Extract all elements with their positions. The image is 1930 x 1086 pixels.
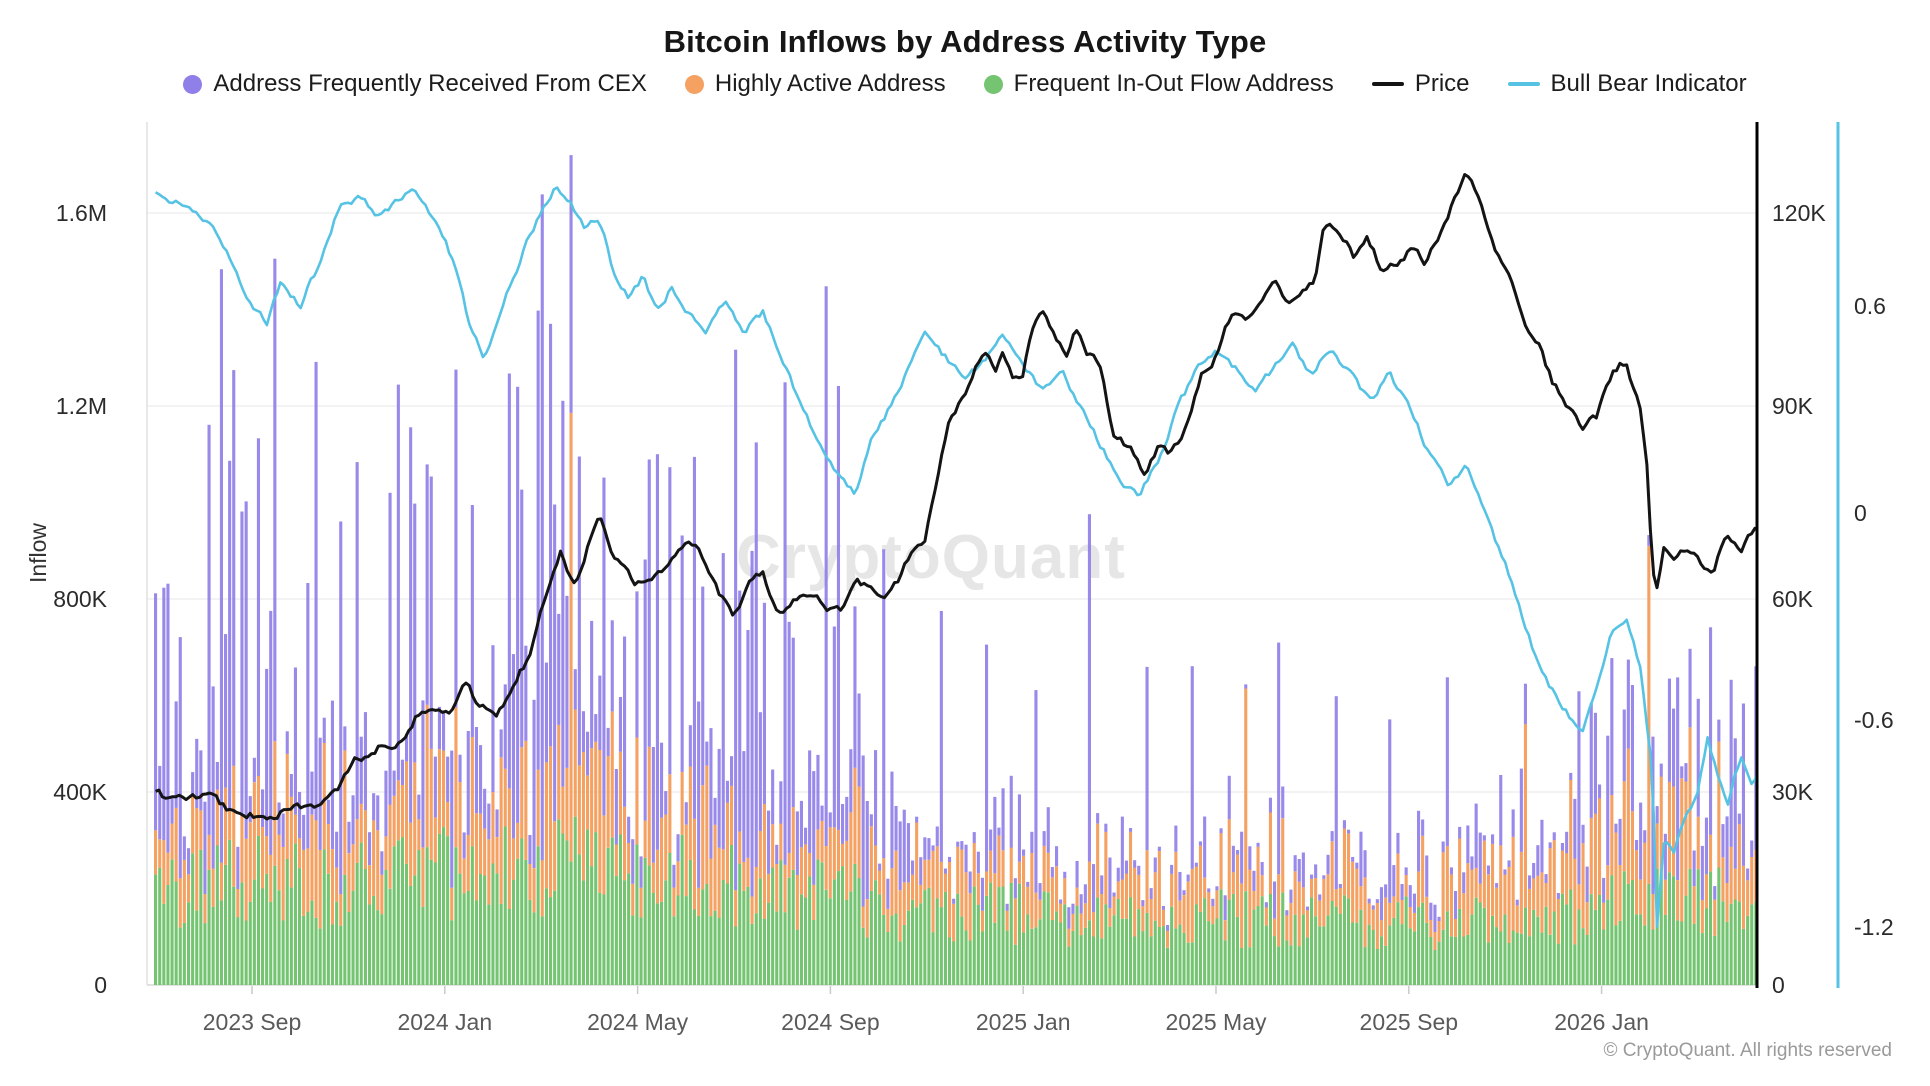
svg-text:0: 0: [1854, 500, 1867, 526]
svg-text:0.6: 0.6: [1854, 293, 1886, 319]
legend-dot-icon: [684, 74, 704, 94]
svg-text:2024 May: 2024 May: [587, 1009, 689, 1035]
svg-text:120K: 120K: [1772, 200, 1826, 226]
legend-item-frequent-in-out-flow-address[interactable]: Frequent In-Out Flow Address: [983, 70, 1334, 98]
axis-labels: 1.6M 1.2M 800K 400K 0 120K 90K 60K 30K 0 0.6 0 -0.6 -…: [25, 200, 1894, 1035]
legend-label: Highly Active Address: [714, 70, 946, 97]
svg-text:0: 0: [94, 972, 107, 998]
legend-label: Address Frequently Received From CEX: [213, 70, 647, 97]
legend-dot-icon: [183, 74, 203, 94]
svg-text:2023 Sep: 2023 Sep: [203, 1009, 301, 1035]
svg-text:2025 Jan: 2025 Jan: [976, 1009, 1071, 1035]
svg-text:30K: 30K: [1772, 779, 1814, 805]
svg-text:1.6M: 1.6M: [56, 200, 107, 226]
price-line: [155, 173, 1757, 821]
legend-item-highly-active-address[interactable]: Highly Active Address: [684, 70, 946, 98]
chart-legend: Address Frequently Received From CEX High…: [0, 70, 1930, 98]
chart-title: Bitcoin Inflows by Address Activity Type: [663, 24, 1267, 59]
svg-text:-1.2: -1.2: [1854, 914, 1894, 940]
watermark: CryptoQuant: [736, 523, 1126, 592]
svg-text:1.2M: 1.2M: [56, 393, 107, 419]
bull-bear-line: [154, 186, 1757, 928]
legend-label: Price: [1414, 70, 1470, 97]
legend-line-icon: [1371, 82, 1404, 86]
legend-label: Bull Bear Indicator: [1550, 70, 1747, 97]
svg-text:2025 May: 2025 May: [1165, 1009, 1267, 1035]
svg-text:90K: 90K: [1772, 393, 1814, 419]
svg-text:-0.6: -0.6: [1854, 707, 1894, 733]
svg-text:0: 0: [1772, 972, 1785, 998]
legend-item-price[interactable]: Price: [1371, 70, 1470, 98]
svg-text:2024 Sep: 2024 Sep: [781, 1009, 879, 1035]
lines-group: [154, 173, 1757, 928]
legend-item-address-frequently-received-from-cex[interactable]: Address Frequently Received From CEX: [183, 70, 647, 98]
bars-group: [154, 155, 1757, 985]
svg-text:800K: 800K: [53, 586, 107, 612]
legend-label: Frequent In-Out Flow Address: [1013, 70, 1334, 97]
svg-text:2026 Jan: 2026 Jan: [1554, 1009, 1649, 1035]
svg-text:60K: 60K: [1772, 586, 1814, 612]
svg-text:2025 Sep: 2025 Sep: [1360, 1009, 1458, 1035]
svg-text:400K: 400K: [53, 779, 107, 805]
legend-line-icon: [1507, 82, 1540, 86]
svg-text:2024 Jan: 2024 Jan: [397, 1009, 492, 1035]
y-axis-title: Inflow: [25, 523, 51, 583]
legend-dot-icon: [983, 74, 1003, 94]
legend-item-bull-bear-indicator[interactable]: Bull Bear Indicator: [1507, 70, 1747, 98]
copyright-text: © CryptoQuant. All rights reserved: [1603, 1040, 1892, 1061]
